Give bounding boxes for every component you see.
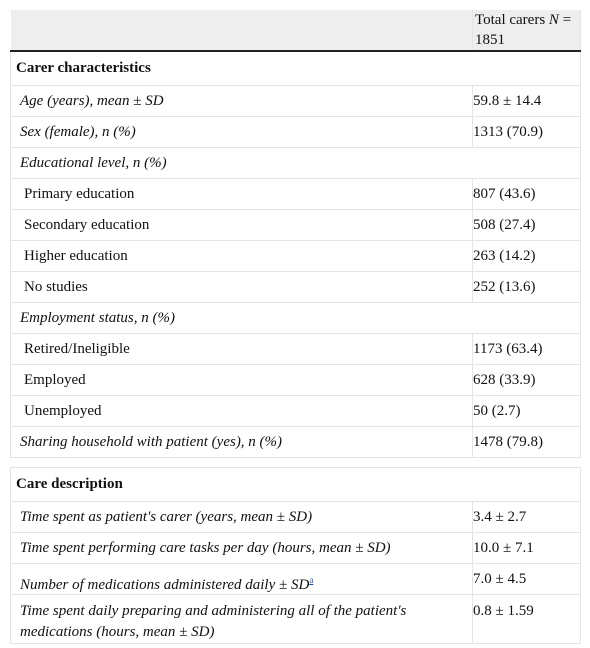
table-row: Primary education 807 (43.6): [10, 178, 581, 210]
table-row: Number of medications administered daily…: [10, 563, 581, 595]
row-value-nostudies: 252 (13.6): [473, 279, 536, 295]
row-value-primary: 807 (43.6): [473, 186, 536, 202]
row-label-unemployed: Unemployed: [24, 403, 102, 419]
row-value-household: 1478 (79.8): [473, 434, 543, 450]
row-label-age: Age (years), mean ± SD: [20, 93, 164, 109]
header-n-symbol: N: [548, 12, 559, 28]
table-row: Age (years), mean ± SD 59.8 ± 14.4: [10, 85, 581, 117]
row-value-sex: 1313 (70.9): [473, 124, 543, 140]
section-spacer: [10, 457, 581, 468]
row-value-employed: 628 (33.9): [473, 372, 536, 388]
row-value-prep: 0.8 ± 1.59: [473, 603, 534, 619]
table-row: Sharing household with patient (yes), n …: [10, 426, 581, 458]
footnote-link-a[interactable]: a: [309, 575, 314, 585]
row-label-retired: Retired/Ineligible: [24, 341, 130, 357]
row-label-hours: Time spent performing care tasks per day…: [20, 540, 391, 556]
table-row: Time spent performing care tasks per day…: [10, 532, 581, 564]
table-row: Secondary education 508 (27.4): [10, 209, 581, 241]
section-title-cell: Carer characteristics: [10, 50, 581, 86]
row-value-higher: 263 (14.2): [473, 248, 536, 264]
row-label-primary: Primary education: [24, 186, 135, 202]
section-row-carer: Carer characteristics: [10, 50, 581, 86]
table-row: Sex (female), n (%) 1313 (70.9): [10, 116, 581, 148]
row-label-meds: Number of medications administered daily…: [20, 577, 310, 593]
table-row: No studies 252 (13.6): [10, 271, 581, 303]
row-value-retired: 1173 (63.4): [473, 341, 543, 357]
table-row: Employment status, n (%): [10, 302, 581, 334]
header-blank-cell: [10, 10, 473, 52]
header-equals: =: [558, 12, 572, 28]
row-label-employment: Employment status, n (%): [20, 310, 175, 326]
row-label-nostudies: No studies: [24, 279, 88, 295]
header-total-label: Total carers: [475, 12, 549, 28]
table-header: Total carers N = 1851: [10, 10, 581, 52]
row-label-secondary: Secondary education: [24, 217, 150, 233]
row-label-education: Educational level, n (%): [20, 155, 167, 171]
row-label-employed: Employed: [24, 372, 86, 388]
row-value-age: 59.8 ± 14.4: [473, 93, 542, 109]
row-value-hours: 10.0 ± 7.1: [473, 540, 534, 556]
header-total-value: 1851: [475, 32, 505, 48]
table-row: Time spent as patient's carer (years, me…: [10, 501, 581, 533]
section-title-cell: Care description: [10, 467, 581, 502]
table-row: Educational level, n (%): [10, 147, 581, 179]
table-row: Higher education 263 (14.2): [10, 240, 581, 272]
carer-characteristics-table: Total carers N = 1851 Carer characteristi…: [10, 10, 581, 644]
row-label-prep: Time spent daily preparing and administe…: [20, 603, 407, 640]
row-label-years: Time spent as patient's carer (years, me…: [20, 509, 313, 525]
row-value-secondary: 508 (27.4): [473, 217, 536, 233]
row-value-years: 3.4 ± 2.7: [473, 509, 527, 525]
table-row: Time spent daily preparing and administe…: [10, 594, 581, 644]
row-label-household: Sharing household with patient (yes), n …: [20, 434, 283, 450]
row-label-sex: Sex (female), n (%): [20, 124, 136, 140]
section-title-care: Care description: [16, 476, 123, 492]
characteristics-table-container: Total carers N = 1851 Carer characteristi…: [10, 10, 581, 644]
section-title-carer: Carer characteristics: [16, 60, 151, 76]
row-label-higher: Higher education: [24, 248, 128, 264]
table-row: Retired/Ineligible 1173 (63.4): [10, 333, 581, 365]
row-value-unemployed: 50 (2.7): [473, 403, 521, 419]
header-total-carers: Total carers N = 1851: [472, 10, 581, 52]
section-row-care: Care description: [10, 467, 581, 502]
row-value-meds: 7.0 ± 4.5: [473, 571, 527, 587]
table-row: Employed 628 (33.9): [10, 364, 581, 396]
table-row: Unemployed 50 (2.7): [10, 395, 581, 427]
